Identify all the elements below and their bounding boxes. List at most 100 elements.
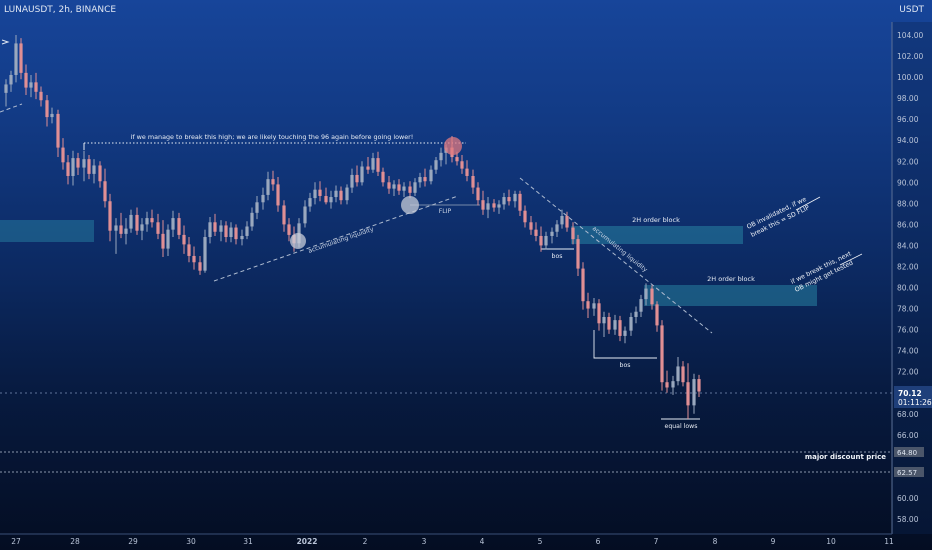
candle-down: [87, 154, 91, 180]
left-demand-zone: [0, 220, 94, 242]
candle-down: [318, 181, 322, 202]
order-block-1-text: 2H order block: [632, 216, 680, 224]
currency-label[interactable]: USDT: [899, 5, 924, 15]
candle-down: [135, 207, 139, 235]
candle-up: [313, 182, 317, 205]
candle-down: [45, 94, 49, 127]
candle-down: [518, 190, 522, 216]
high-marker: [444, 137, 462, 155]
candle-up: [639, 294, 643, 317]
candle-down: [161, 220, 165, 258]
bos-2-text: bos: [620, 362, 631, 369]
time-tick-label: 8: [713, 537, 718, 546]
candle-down: [103, 168, 107, 208]
candle-up: [4, 79, 8, 107]
candle-up: [692, 373, 696, 414]
candle-up: [592, 298, 596, 316]
note-top-arrow: [795, 196, 821, 211]
price-tick-label: 80.00: [897, 284, 919, 293]
time-tick-label: 28: [70, 537, 80, 546]
candle-down: [271, 170, 275, 191]
order-block-zone-1: [571, 226, 743, 244]
candle-countdown: 01:11:26: [898, 398, 932, 407]
candle-down: [119, 212, 123, 239]
candle-up: [486, 197, 490, 219]
candle-up: [208, 217, 212, 244]
candle-down: [655, 301, 659, 332]
candle-down: [150, 209, 154, 228]
candle-up: [140, 218, 144, 241]
price-tick-label: 90.00: [897, 178, 919, 187]
candle-down: [19, 38, 23, 80]
price-tick-label: 78.00: [897, 305, 919, 314]
time-tick-label: 11: [884, 537, 894, 546]
candle-up: [392, 180, 396, 196]
price-tick-label: 92.00: [897, 157, 919, 166]
candle-up: [9, 70, 13, 92]
candle-up: [434, 157, 438, 174]
candle-down: [492, 199, 496, 212]
candle-up: [114, 218, 118, 254]
equal-lows-text: equal lows: [665, 423, 698, 430]
time-tick-label: 30: [186, 537, 196, 546]
candle-down: [339, 186, 343, 205]
price-tick-label: 98.00: [897, 94, 919, 103]
candle-up: [229, 222, 233, 243]
candle-up: [255, 195, 259, 220]
candle-up: [219, 220, 223, 242]
candle-up: [676, 356, 680, 386]
scroll-arrow-icon[interactable]: [1, 39, 10, 45]
candle-up: [402, 182, 406, 198]
candle-up: [166, 224, 170, 256]
candle-down: [366, 157, 370, 174]
candle-up: [345, 184, 349, 205]
symbol-header: LUNAUSDT, 2h, BINANCE: [4, 5, 117, 15]
candle-down: [66, 154, 70, 185]
candle-up: [29, 74, 33, 98]
candle-up: [602, 311, 606, 337]
candle-down: [408, 181, 412, 199]
candle-down: [529, 215, 533, 235]
candle-up: [560, 209, 564, 229]
time-tick-label: 3: [422, 537, 427, 546]
candle-up: [129, 209, 133, 233]
candle-up: [261, 187, 265, 210]
candle-down: [455, 151, 459, 166]
candle-down: [192, 246, 196, 270]
candle-down: [355, 165, 359, 187]
candle-down: [665, 370, 669, 393]
accumulation-trendline-left: [213, 195, 459, 282]
candle-down: [213, 213, 217, 236]
candle-down: [187, 237, 191, 263]
candle-down: [618, 315, 622, 342]
accumulation-trendline-right: [519, 177, 713, 334]
candle-down: [523, 205, 527, 228]
candle-up: [266, 171, 270, 201]
candle-down: [481, 190, 485, 215]
time-tick-label: 10: [826, 537, 836, 546]
candle-down: [460, 154, 464, 174]
time-tick-label: 31: [243, 537, 253, 546]
candle-down: [376, 151, 380, 176]
price-tick-label: 94.00: [897, 136, 919, 145]
order-block-zone-2: [644, 285, 817, 306]
candle-up: [14, 35, 18, 83]
candle-up: [145, 211, 149, 232]
current-price-value: 70.12: [898, 389, 922, 398]
price-tick-label: 84.00: [897, 241, 919, 250]
discount-label-1: 64.80: [897, 449, 917, 457]
current-price-label: 70.12 01:11:26: [894, 386, 932, 408]
candle-down: [650, 285, 654, 310]
candle-down: [465, 160, 469, 182]
candle-down: [581, 262, 585, 310]
candle-down: [697, 374, 701, 397]
candle-up: [50, 107, 54, 124]
candle-down: [660, 320, 664, 391]
candle-down: [607, 312, 611, 334]
candle-down: [565, 211, 569, 232]
candle-up: [623, 326, 627, 344]
candle-down: [61, 138, 65, 170]
candle-down: [108, 193, 112, 242]
candle-down: [39, 86, 43, 107]
